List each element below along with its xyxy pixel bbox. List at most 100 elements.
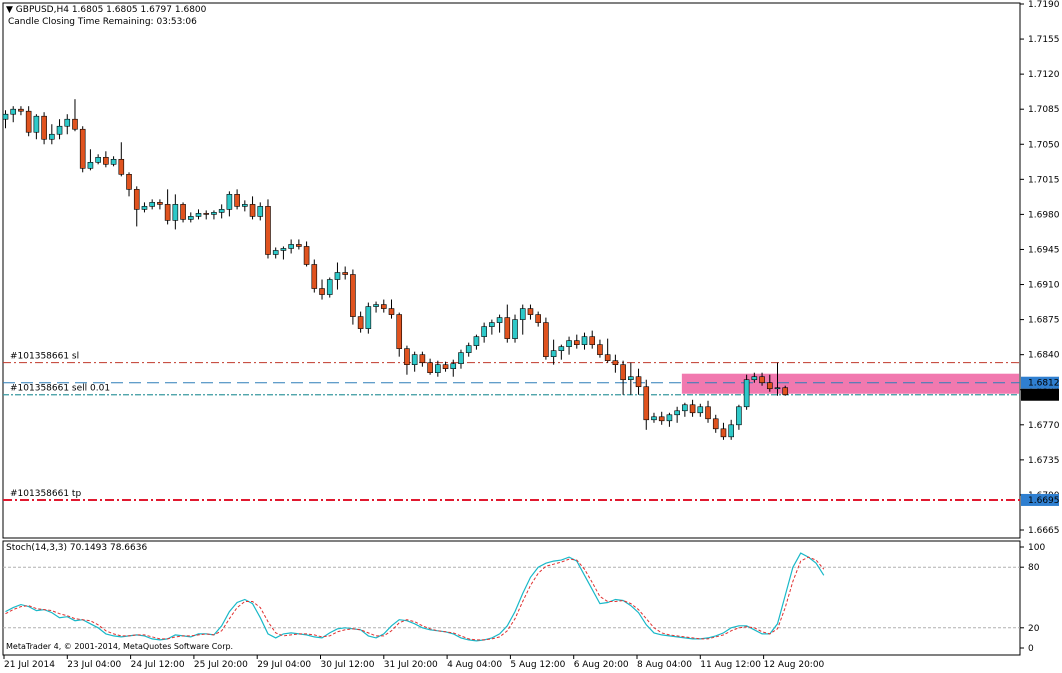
candle[interactable] [651, 412, 657, 423]
candle[interactable] [674, 406, 680, 423]
candle[interactable] [41, 112, 47, 145]
candle[interactable] [712, 414, 719, 433]
candle[interactable] [226, 191, 233, 217]
candle[interactable] [280, 246, 287, 260]
candle[interactable] [195, 209, 202, 220]
candle[interactable] [149, 199, 155, 210]
candle[interactable] [442, 361, 449, 372]
candle[interactable] [527, 304, 534, 320]
candle[interactable] [635, 368, 642, 395]
candle[interactable] [242, 200, 248, 212]
candle[interactable] [234, 189, 240, 210]
candle[interactable] [257, 202, 264, 221]
candle[interactable] [411, 351, 418, 372]
candle[interactable] [774, 362, 781, 396]
candle[interactable] [172, 194, 179, 230]
candle[interactable] [489, 319, 495, 335]
candle[interactable] [365, 302, 372, 334]
candle[interactable] [728, 419, 734, 440]
candle[interactable] [427, 358, 433, 375]
candle[interactable] [141, 202, 148, 213]
candle[interactable] [72, 99, 78, 132]
candle[interactable] [419, 351, 426, 367]
candle[interactable] [550, 339, 557, 365]
candle[interactable] [689, 399, 696, 417]
candle[interactable] [759, 372, 765, 386]
candle[interactable] [481, 322, 487, 343]
candle[interactable] [682, 402, 688, 417]
candle[interactable] [496, 314, 503, 333]
candle[interactable] [319, 279, 325, 300]
candle[interactable] [543, 317, 549, 360]
candle[interactable] [350, 269, 356, 325]
candle[interactable] [95, 154, 101, 165]
candle[interactable] [296, 239, 302, 250]
candle[interactable] [512, 314, 518, 343]
candle[interactable] [157, 199, 163, 210]
candle[interactable] [265, 199, 271, 259]
candle[interactable] [357, 311, 364, 333]
candle[interactable] [180, 202, 186, 223]
candle[interactable] [334, 262, 341, 290]
candle[interactable] [612, 354, 619, 373]
candle[interactable] [388, 299, 395, 319]
candle[interactable] [211, 210, 217, 220]
candle[interactable] [535, 311, 541, 327]
candle[interactable] [604, 338, 611, 363]
candle[interactable] [705, 400, 711, 423]
candle[interactable] [64, 114, 71, 135]
candle[interactable] [396, 312, 403, 357]
candle[interactable] [203, 210, 210, 220]
candle[interactable] [597, 339, 603, 358]
candle[interactable] [558, 344, 565, 360]
candle[interactable] [288, 239, 294, 254]
candle[interactable] [33, 114, 40, 140]
candle[interactable] [342, 266, 348, 280]
candle[interactable] [658, 411, 665, 425]
candle[interactable] [435, 360, 441, 377]
candle[interactable] [126, 172, 132, 197]
candle[interactable] [697, 403, 704, 417]
candle[interactable] [643, 379, 650, 430]
candle[interactable] [720, 422, 727, 440]
candle[interactable] [10, 106, 17, 123]
candle[interactable] [581, 332, 588, 350]
candle[interactable] [782, 385, 789, 396]
candle[interactable] [79, 126, 86, 173]
candle[interactable] [164, 189, 171, 225]
candle[interactable] [218, 204, 225, 219]
collapse-arrow-icon[interactable]: ▼ [6, 5, 13, 15]
candle[interactable] [620, 360, 626, 395]
candle[interactable] [118, 142, 125, 177]
candle[interactable] [519, 304, 526, 335]
candle[interactable] [666, 412, 673, 427]
candle[interactable] [473, 334, 480, 350]
candle[interactable] [49, 124, 55, 145]
candle[interactable] [2, 110, 9, 129]
candle[interactable] [326, 277, 333, 298]
candle[interactable] [743, 374, 750, 410]
candle[interactable] [766, 374, 773, 392]
candle[interactable] [566, 336, 572, 355]
candle[interactable] [25, 106, 32, 137]
candle[interactable] [18, 106, 24, 116]
candle[interactable] [110, 156, 117, 167]
candle[interactable] [404, 345, 410, 375]
candle[interactable] [187, 212, 194, 223]
candle[interactable] [465, 342, 472, 357]
candle[interactable] [249, 196, 256, 220]
candle[interactable] [133, 186, 140, 227]
candle[interactable] [311, 259, 318, 293]
candle[interactable] [103, 151, 109, 168]
candle[interactable] [272, 247, 279, 259]
candle[interactable] [736, 404, 742, 430]
candle[interactable] [373, 301, 379, 313]
candle[interactable] [628, 362, 634, 395]
candle[interactable] [458, 349, 464, 369]
candle[interactable] [589, 330, 596, 349]
candle[interactable] [573, 334, 580, 349]
candle[interactable] [56, 119, 63, 140]
candle[interactable] [751, 372, 758, 383]
candle[interactable] [380, 299, 387, 313]
candle[interactable] [504, 304, 511, 343]
